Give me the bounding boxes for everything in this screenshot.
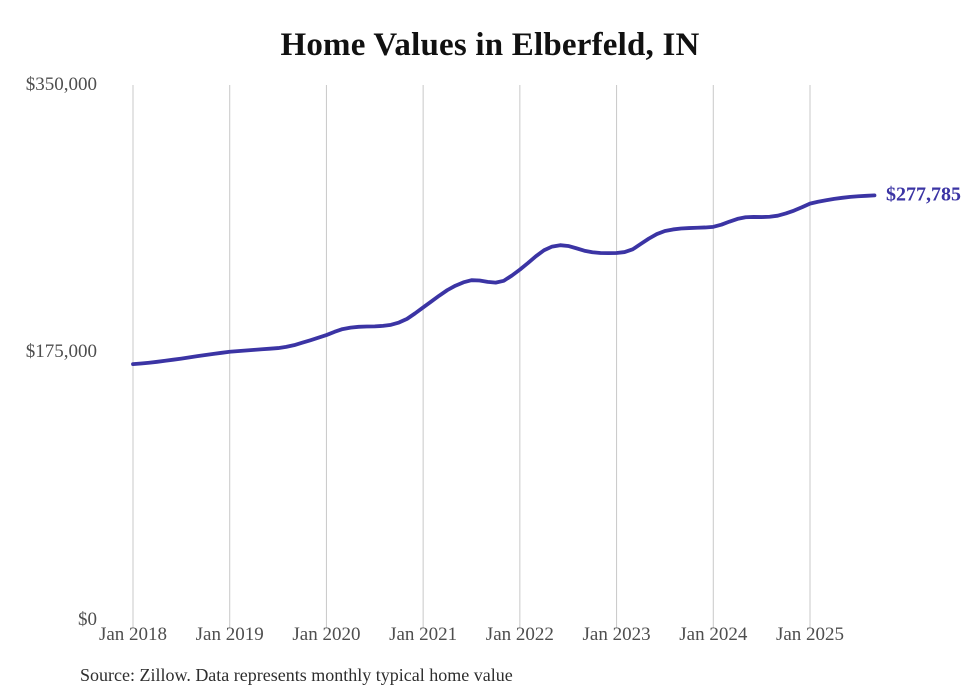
y-axis-tick-label-0: $0 bbox=[78, 609, 97, 630]
x-axis-tick-label: Jan 2019 bbox=[195, 624, 264, 645]
source-note: Source: Zillow. Data represents monthly … bbox=[80, 665, 513, 685]
home-value-line bbox=[131, 193, 877, 367]
x-axis-tick-label: Jan 2023 bbox=[582, 624, 651, 645]
x-axis-tick-label: Jan 2025 bbox=[775, 624, 845, 645]
y-axis-tick-label-175000: $175,000 bbox=[25, 341, 97, 362]
y-axis-tick-label-350000: $350,000 bbox=[25, 74, 97, 95]
x-axis-tick-label: Jan 2022 bbox=[485, 624, 554, 645]
x-axis-tick-label: Jan 2018 bbox=[98, 624, 168, 645]
end-value-label: $277,785 bbox=[886, 183, 961, 206]
x-axis-tick-label: Jan 2021 bbox=[389, 624, 458, 645]
chart-title: Home Values in Elberfeld, IN bbox=[280, 27, 700, 63]
x-axis-tick-label: Jan 2020 bbox=[292, 624, 361, 645]
x-axis-tick-label: Jan 2024 bbox=[679, 624, 748, 645]
